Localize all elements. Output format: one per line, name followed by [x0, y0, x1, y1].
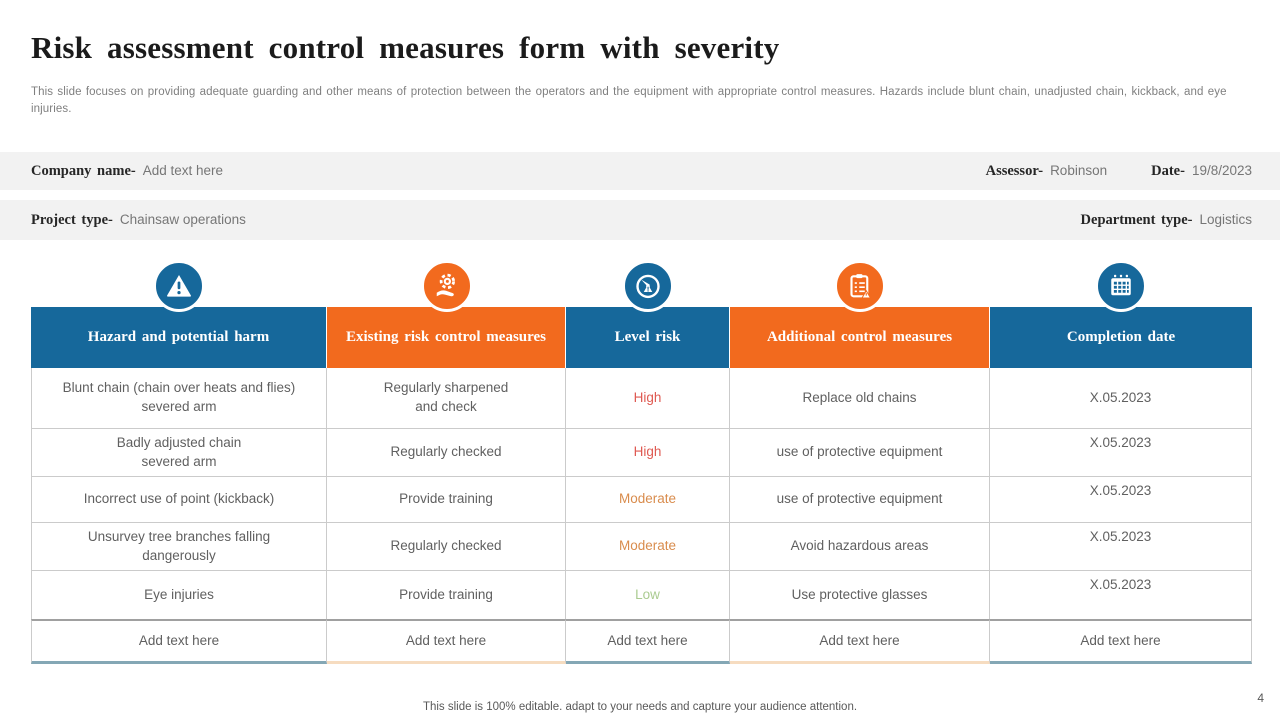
additional-measures-cell: Replace old chains	[730, 368, 990, 429]
project-info-bar: Project type- Chainsaw operations Departm…	[0, 200, 1280, 240]
additional-measures-cell: Use protective glasses	[730, 571, 990, 619]
level-risk-cell: Moderate	[566, 523, 730, 571]
additional-measures-placeholder-cell[interactable]: Add text here	[730, 619, 990, 664]
completion-date-cell: X.05.2023	[990, 368, 1252, 429]
table-row: Blunt chain (chain over heats and flies)…	[31, 368, 1252, 429]
assessor-label: Assessor-	[985, 163, 1044, 179]
hand-gear-icon	[420, 260, 473, 312]
slide-description: This slide focuses on providing adequate…	[31, 86, 1227, 115]
page-title: Risk assessment control measures form wi…	[31, 30, 780, 65]
gauge-icon	[622, 260, 674, 312]
assessor-field: Assessor- Robinson	[986, 162, 1108, 180]
completion-date-cell: X.05.2023	[990, 523, 1252, 571]
company-name-label: Company name-	[31, 163, 136, 179]
footer-note: This slide is 100% editable. adapt to yo…	[422, 701, 858, 713]
header-existing-measures: Existing risk control measures	[327, 307, 566, 368]
level-risk-cell: High	[566, 368, 730, 429]
completion-date-cell: X.05.2023	[990, 571, 1252, 619]
existing-measures-cell: Regularly checked	[327, 429, 566, 477]
header-completion-date: Completion date	[990, 307, 1252, 368]
hazard-cell: Blunt chain (chain over heats and flies)…	[31, 368, 327, 429]
existing-measures-cell: Provide training	[327, 571, 566, 619]
project-type-field: Project type- Chainsaw operations	[31, 211, 246, 229]
level-risk-cell: Low	[566, 571, 730, 619]
hazard-cell: Badly adjusted chain severed arm	[31, 429, 327, 477]
additional-measures-cell: use of protective equipment	[730, 429, 990, 477]
table-row: Unsurvey tree branches falling dangerous…	[31, 523, 1252, 571]
page-number: 4	[1257, 691, 1264, 705]
hazard-cell: Incorrect use of point (kickback)	[31, 477, 327, 523]
table-row-placeholder: Add text here Add text here Add text her…	[31, 619, 1252, 664]
calendar-icon	[1095, 260, 1147, 312]
hazard-cell: Eye injuries	[31, 571, 327, 619]
assessor-value: Robinson	[1050, 163, 1108, 178]
company-name-field: Company name- Add text here	[31, 162, 223, 180]
date-field: Date- 19/8/2023	[1151, 162, 1252, 180]
table-header-row: Hazard and potential harm Existing risk …	[31, 307, 1252, 368]
completion-date-placeholder-cell[interactable]: Add text here	[990, 619, 1252, 664]
department-type-value: Logistics	[1199, 212, 1252, 227]
date-value: 19/8/2023	[1191, 163, 1252, 178]
project-type-label: Project type-	[31, 212, 113, 228]
hazard-placeholder-cell[interactable]: Add text here	[31, 619, 327, 664]
department-type-field: Department type- Logistics	[1081, 211, 1252, 229]
company-info-bar: Company name- Add text here Assessor- Robi…	[0, 152, 1280, 190]
existing-measures-cell: Provide training	[327, 477, 566, 523]
level-risk-cell: High	[566, 429, 730, 477]
warning-triangle-icon	[153, 260, 205, 312]
existing-measures-cell: Regularly sharpened and check	[327, 368, 566, 429]
header-additional-measures: Additional control measures	[730, 307, 990, 368]
existing-measures-placeholder-cell[interactable]: Add text here	[327, 619, 566, 664]
risk-assessment-table: Hazard and potential harm Existing risk …	[31, 260, 1252, 664]
existing-measures-cell: Regularly checked	[327, 523, 566, 571]
table-row: Eye injuries Provide training Low Use pr…	[31, 571, 1252, 619]
date-label: Date-	[1151, 163, 1185, 179]
additional-measures-cell: use of protective equipment	[730, 477, 990, 523]
table-row: Badly adjusted chain severed arm Regular…	[31, 429, 1252, 477]
header-hazard: Hazard and potential harm	[31, 307, 327, 368]
department-type-label: Department type-	[1080, 212, 1193, 228]
column-icons-row	[31, 260, 1252, 312]
table-row: Incorrect use of point (kickback) Provid…	[31, 477, 1252, 523]
completion-date-cell: X.05.2023	[990, 477, 1252, 523]
level-risk-placeholder-cell[interactable]: Add text here	[566, 619, 730, 664]
completion-date-cell: X.05.2023	[990, 429, 1252, 477]
level-risk-cell: Moderate	[566, 477, 730, 523]
additional-measures-cell: Avoid hazardous areas	[730, 523, 990, 571]
project-type-value: Chainsaw operations	[119, 212, 246, 227]
header-level-risk: Level risk	[566, 307, 730, 368]
clipboard-warning-icon	[834, 260, 886, 312]
hazard-cell: Unsurvey tree branches falling dangerous…	[31, 523, 327, 571]
company-name-value[interactable]: Add text here	[142, 163, 224, 178]
